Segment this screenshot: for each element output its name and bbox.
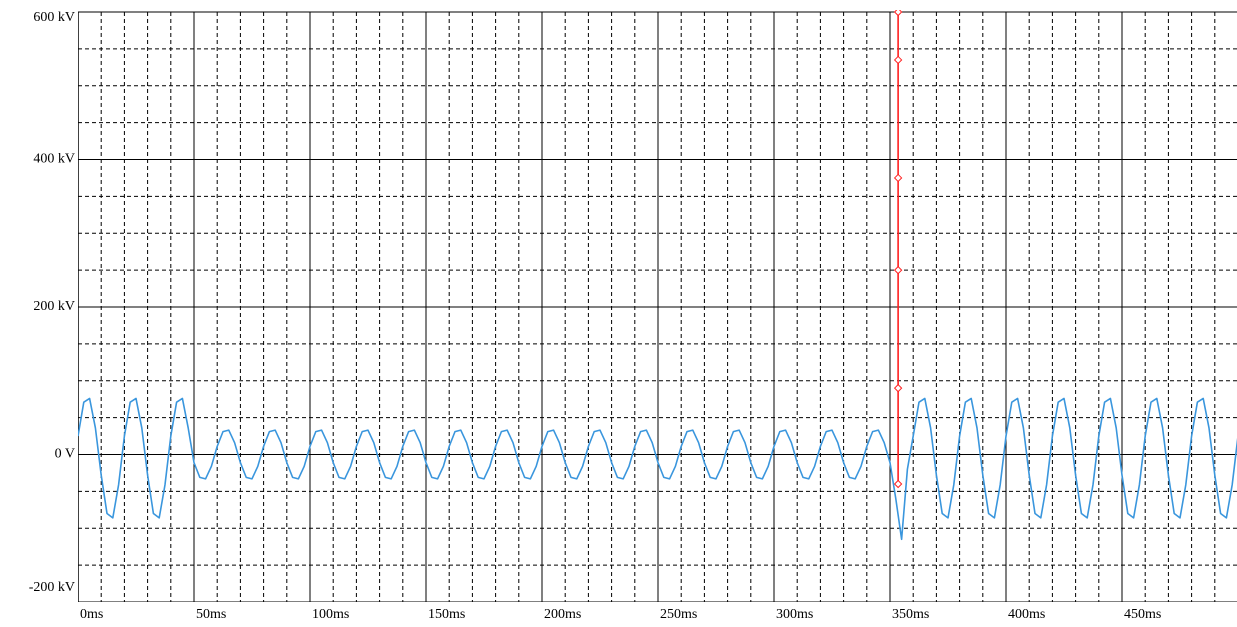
grid xyxy=(78,11,1237,602)
x-tick-label: 400ms xyxy=(1008,607,1045,622)
y-tick-label: -200 kV xyxy=(29,580,75,595)
trace-line xyxy=(78,397,1237,541)
y-tick-label: 400 kV xyxy=(33,152,75,167)
trace-marker xyxy=(893,265,903,275)
x-tick-label: 0ms xyxy=(80,607,103,622)
x-tick-label: 300ms xyxy=(776,607,813,622)
trace-marker xyxy=(893,55,903,65)
x-tick-label: 200ms xyxy=(544,607,581,622)
x-tick-label: 250ms xyxy=(660,607,697,622)
trace-marker xyxy=(893,479,903,489)
trace-marker xyxy=(893,173,903,183)
x-tick-label: 100ms xyxy=(312,607,349,622)
x-tick-label: 150ms xyxy=(428,607,465,622)
x-tick-label: 50ms xyxy=(196,607,226,622)
y-tick-label: 200 kV xyxy=(33,299,75,314)
y-tick-label: 0 V xyxy=(55,447,75,462)
x-tick-label: 350ms xyxy=(892,607,929,622)
trace-marker xyxy=(893,10,903,17)
trace-marker xyxy=(893,383,903,393)
y-tick-label: 600 kV xyxy=(33,10,75,25)
x-tick-label: 450ms xyxy=(1124,607,1161,622)
labels: 0ms 50ms 100ms 150ms 200ms 250ms 300ms 350ms 400… xyxy=(29,10,1162,622)
traces xyxy=(78,10,1237,541)
